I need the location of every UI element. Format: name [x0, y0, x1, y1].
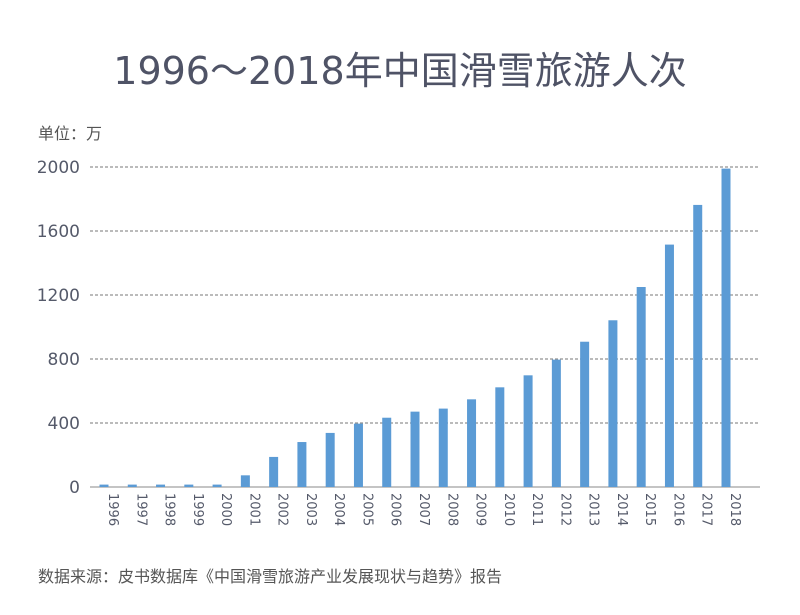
x-tick-label: 2002 — [275, 493, 290, 526]
x-tick-label: 2010 — [501, 493, 516, 526]
x-tick-label: 2014 — [614, 493, 629, 526]
bar — [127, 484, 137, 487]
x-tick-label: 2011 — [529, 493, 544, 526]
bar — [664, 244, 674, 487]
y-tick-label: 1600 — [37, 222, 80, 242]
x-tick-label: 2018 — [727, 493, 742, 526]
x-tick-label: 1999 — [190, 493, 205, 526]
bar — [212, 484, 222, 487]
x-tick-label: 2009 — [473, 493, 488, 526]
bar — [99, 484, 109, 487]
bar — [269, 456, 279, 487]
bar — [353, 423, 363, 487]
bar — [382, 417, 392, 487]
bar — [325, 432, 335, 487]
x-tick-label: 2005 — [359, 493, 374, 526]
bar — [156, 484, 166, 487]
bar — [467, 399, 477, 487]
source-note: 数据来源：皮书数据库《中国滑雪旅游产业发展现状与趋势》报告 — [38, 567, 503, 586]
bar — [580, 341, 590, 487]
x-tick-label: 2007 — [416, 493, 431, 526]
x-tick-label: 2013 — [586, 493, 601, 526]
x-tick-label: 2012 — [557, 493, 572, 526]
x-tick-label: 2015 — [642, 493, 657, 526]
x-tick-label: 2001 — [246, 493, 261, 526]
bar — [608, 320, 618, 487]
bar — [240, 475, 250, 487]
y-tick-label: 2000 — [37, 158, 80, 178]
bar — [693, 204, 703, 488]
x-tick-label: 2003 — [303, 493, 318, 526]
x-tick-label: 2017 — [699, 493, 714, 526]
x-tick-label: 1996 — [105, 493, 120, 526]
x-tick-label: 1997 — [133, 493, 148, 526]
bar — [636, 287, 646, 487]
x-tick-label: 2000 — [218, 493, 233, 526]
x-tick-label: 2004 — [331, 493, 346, 526]
unit-label: 单位：万 — [38, 124, 103, 143]
bar — [184, 484, 194, 487]
bar — [523, 375, 533, 487]
y-tick-label: 800 — [48, 350, 80, 370]
x-tick-label: 1998 — [162, 493, 177, 526]
x-tick-label: 2006 — [388, 493, 403, 526]
bar — [551, 359, 561, 487]
x-tick-label: 2016 — [670, 493, 685, 526]
chart-title: 1996～2018年中国滑雪旅游人次 — [113, 49, 687, 93]
bar — [495, 387, 505, 487]
bar — [721, 168, 731, 487]
y-tick-label: 400 — [48, 414, 80, 434]
bar — [438, 408, 448, 487]
y-tick-label: 1200 — [37, 286, 80, 306]
bar — [297, 442, 307, 487]
bar — [410, 411, 420, 487]
y-tick-label: 0 — [69, 478, 80, 498]
x-tick-label: 2008 — [444, 493, 459, 526]
